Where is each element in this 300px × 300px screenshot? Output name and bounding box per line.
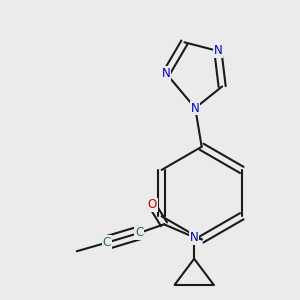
Text: O: O xyxy=(148,198,157,212)
Text: C: C xyxy=(103,236,111,249)
Text: N: N xyxy=(162,67,170,80)
Text: C: C xyxy=(135,226,143,239)
Text: N: N xyxy=(214,44,222,57)
Text: N: N xyxy=(191,101,200,115)
Text: N: N xyxy=(190,231,199,244)
